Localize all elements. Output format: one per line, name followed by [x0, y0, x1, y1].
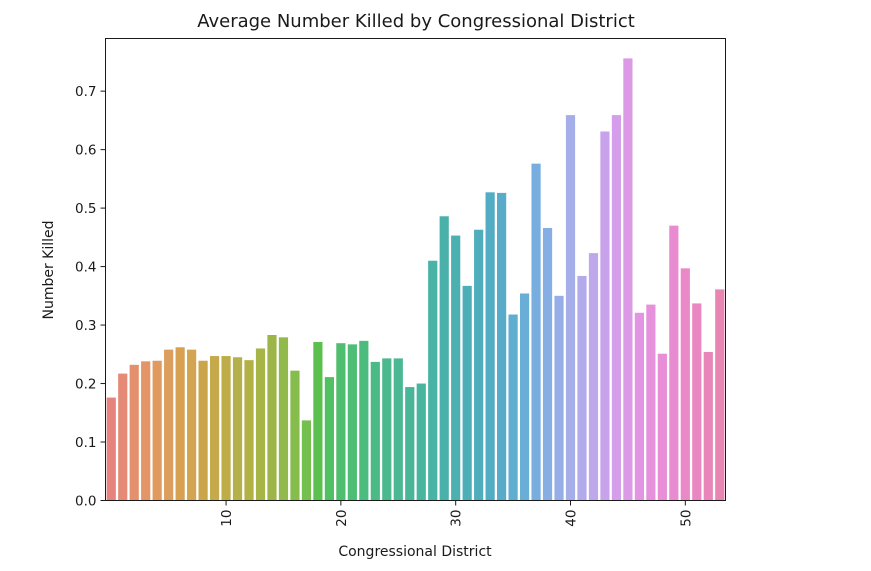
bar-district-51: [692, 303, 702, 501]
bar-district-49: [669, 225, 679, 501]
bar-district-25: [393, 358, 403, 501]
bar-district-17: [301, 420, 312, 501]
bar-district-42: [588, 253, 599, 501]
x-tick-label: 10: [219, 510, 235, 527]
bar-district-29: [439, 216, 449, 501]
y-tick-label: 0.5: [75, 201, 96, 217]
bar-district-53: [715, 289, 725, 501]
bar-district-34: [497, 192, 507, 501]
bar-district-0: [106, 397, 116, 501]
plot-frame: [105, 38, 726, 501]
bar-district-6: [175, 347, 185, 501]
bar-district-14: [267, 335, 277, 501]
bar-district-36: [519, 293, 530, 501]
bar-district-40: [565, 115, 576, 501]
x-tick-label: 30: [449, 510, 465, 527]
bar-district-35: [508, 314, 518, 501]
bar-district-4: [152, 360, 162, 501]
bar-district-23: [370, 361, 380, 501]
y-tick-label: 0.1: [75, 435, 96, 451]
y-tick-label: 0.2: [75, 377, 96, 393]
bar-district-32: [474, 229, 484, 501]
chart-title: Average Number Killed by Congressional D…: [197, 11, 635, 32]
bar-district-18: [313, 342, 323, 501]
bar-district-21: [347, 344, 357, 501]
y-tick-label: 0.3: [75, 318, 96, 334]
y-tick-label: 0.4: [75, 260, 96, 276]
bar-district-10: [221, 356, 231, 501]
x-tick-label: 50: [678, 510, 694, 527]
bar-district-33: [485, 192, 495, 501]
y-axis-label: Number Killed: [41, 220, 57, 319]
bar-district-52: [703, 351, 713, 501]
bar-district-38: [542, 227, 553, 501]
y-axis-ticks: 0.0 0.1 0.2 0.3 0.4 0.5 0.6 0.7: [75, 84, 106, 510]
bar-district-8: [198, 360, 208, 501]
bar-district-22: [359, 340, 369, 501]
bars-group: [106, 58, 725, 501]
x-axis-ticks: 10 20 30 40 50: [219, 500, 694, 527]
bar-district-12: [244, 360, 254, 501]
bar-district-3: [141, 361, 151, 501]
bar-district-43: [600, 131, 610, 501]
bar-district-24: [382, 358, 392, 501]
bar-district-47: [646, 304, 656, 501]
bar-district-46: [634, 312, 644, 501]
bar-district-26: [405, 387, 415, 501]
bar-district-44: [611, 115, 622, 501]
bar-district-31: [462, 285, 472, 501]
bar-district-27: [416, 383, 426, 501]
y-tick-label: 0.0: [75, 494, 96, 510]
bar-district-2: [129, 364, 139, 501]
bar-district-19: [324, 377, 334, 501]
bar-district-15: [278, 337, 289, 501]
bar-district-5: [164, 349, 174, 501]
bar-district-9: [209, 356, 220, 501]
x-axis-label: Congressional District: [338, 544, 492, 560]
bar-district-30: [451, 235, 461, 501]
x-tick-label: 20: [334, 510, 350, 527]
bar-district-11: [232, 357, 243, 501]
x-tick-label: 40: [564, 510, 580, 527]
bar-district-1: [118, 373, 128, 501]
bar-district-37: [531, 163, 541, 501]
bar-district-39: [554, 295, 564, 501]
bar-district-41: [577, 275, 587, 501]
bar-district-48: [657, 353, 667, 501]
bar-district-16: [290, 370, 300, 501]
bar-district-13: [255, 348, 266, 501]
y-tick-label: 0.6: [75, 143, 96, 159]
bar-district-20: [336, 343, 346, 501]
y-tick-label: 0.7: [75, 84, 96, 100]
bar-district-7: [187, 349, 197, 501]
bar-district-28: [428, 260, 438, 501]
bar-district-45: [623, 58, 633, 501]
bar-district-50: [680, 268, 690, 501]
